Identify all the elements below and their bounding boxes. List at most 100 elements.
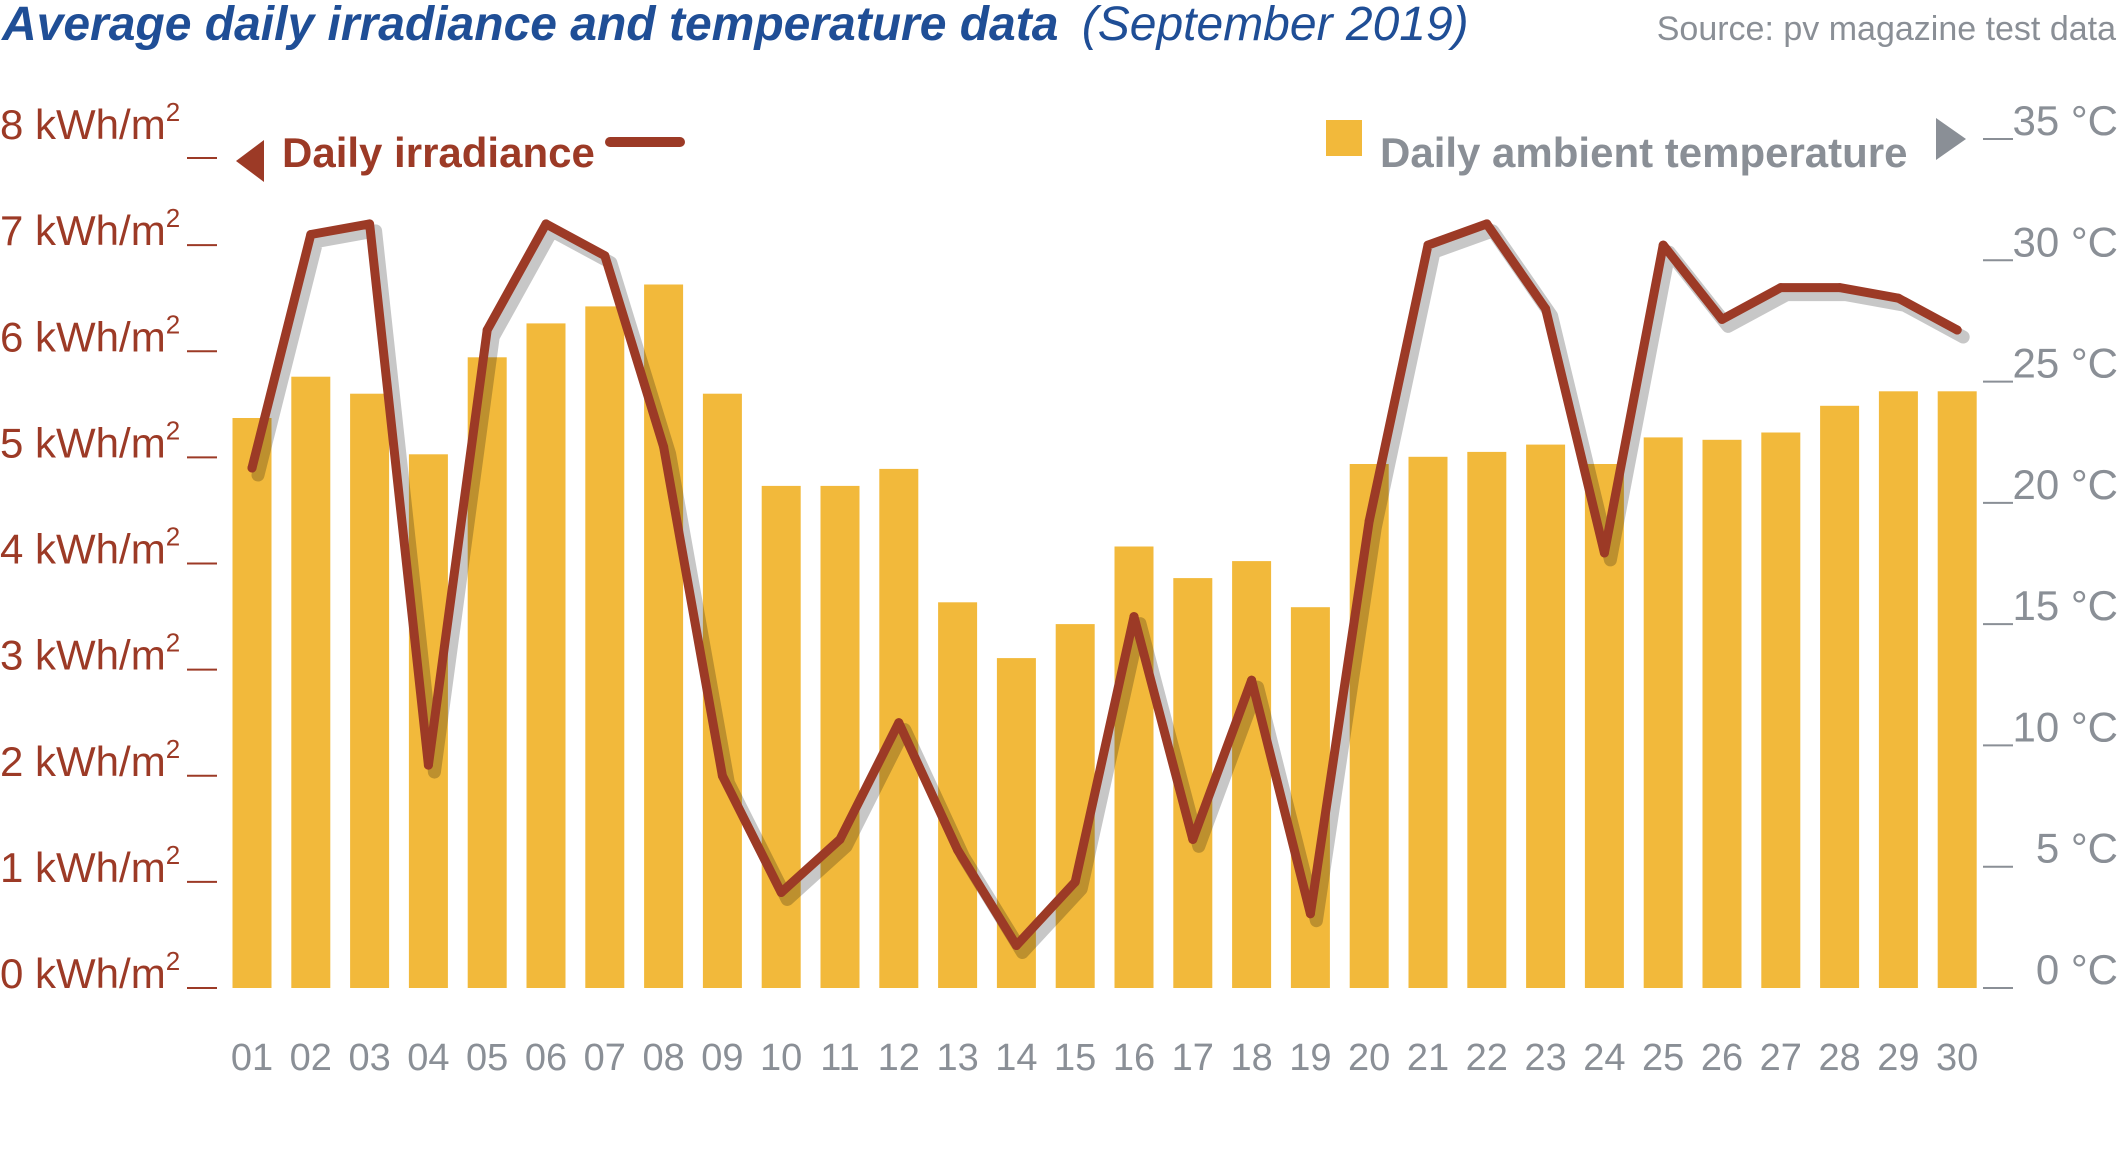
temperature-bar-13 <box>938 602 978 988</box>
temperature-bar-11 <box>820 485 860 988</box>
right-tick-label-30: 30 °C <box>2012 218 2118 265</box>
temperature-bar-02 <box>291 376 331 988</box>
x-tick-label-17: 17 <box>1172 1037 1214 1079</box>
irradiance-point-13 <box>953 845 963 855</box>
irradiance-point-02 <box>306 230 316 239</box>
temperature-bar-05 <box>467 357 507 988</box>
x-tick-label-24: 24 <box>1583 1037 1625 1079</box>
temperature-bar-23 <box>1526 444 1566 989</box>
x-tick-label-07: 07 <box>584 1037 626 1079</box>
irradiance-point-10 <box>776 888 786 897</box>
irradiance-point-17 <box>1188 834 1198 844</box>
x-tick-label-04: 04 <box>407 1037 449 1079</box>
x-tick-label-09: 09 <box>701 1037 743 1079</box>
irradiance-point-20 <box>1364 516 1374 526</box>
temperature-bar-01 <box>232 418 272 988</box>
irradiance-point-23 <box>1541 304 1551 314</box>
irradiance-point-21 <box>1423 240 1433 250</box>
x-tick-label-16: 16 <box>1113 1037 1155 1079</box>
x-tick-label-18: 18 <box>1230 1037 1272 1079</box>
right-tick-label-10: 10 °C <box>2012 703 2118 750</box>
irradiance-point-01 <box>247 463 257 473</box>
irradiance-point-14 <box>1011 941 1021 950</box>
chart-title: Average daily irradiance and temperature… <box>1 0 1469 51</box>
x-tick-label-01: 01 <box>231 1037 273 1079</box>
temperature-bars <box>232 284 1977 989</box>
irradiance-point-24 <box>1599 548 1609 558</box>
left-axis: 0 kWh/m2 1 kWh/m2 2 kWh/m2 3 kWh/m2 4 kWh/m2… <box>0 97 217 997</box>
temperature-bar-26 <box>1702 439 1742 988</box>
x-tick-label-27: 27 <box>1760 1037 1802 1079</box>
x-tick-label-14: 14 <box>995 1037 1037 1079</box>
right-tick-label-15: 15 °C <box>2012 582 2118 629</box>
x-tick-label-28: 28 <box>1818 1037 1860 1079</box>
irradiance-point-30 <box>1952 325 1962 335</box>
x-tick-label-26: 26 <box>1701 1037 1743 1079</box>
left-tick-label-3: 3 kWh/m2 <box>0 628 180 679</box>
irradiance-point-27 <box>1776 283 1786 293</box>
left-tick-label-5: 5 kWh/m2 <box>0 415 180 466</box>
irradiance-point-16 <box>1129 612 1139 622</box>
irradiance-point-11 <box>835 834 845 844</box>
irradiance-point-08 <box>659 442 669 452</box>
irradiance-point-07 <box>600 251 610 261</box>
temperature-bar-25 <box>1643 437 1683 988</box>
x-tick-label-08: 08 <box>642 1037 684 1079</box>
irradiance-point-06 <box>541 219 551 229</box>
temperature-bar-22 <box>1467 451 1507 988</box>
x-tick-label-11: 11 <box>820 1037 859 1079</box>
temperature-legend-arrow-icon <box>1936 118 1966 160</box>
left-tick-label-4: 4 kWh/m2 <box>0 522 180 573</box>
x-tick-label-25: 25 <box>1642 1037 1684 1079</box>
chart-title-main: Average daily irradiance and temperature… <box>1 0 1058 51</box>
irradiance-point-03 <box>365 219 375 229</box>
x-tick-label-13: 13 <box>936 1037 978 1079</box>
irradiance-legend-label: Daily irradiance <box>282 129 595 176</box>
irradiance-point-04 <box>423 760 433 770</box>
left-tick-label-7: 7 kWh/m2 <box>0 203 180 254</box>
irradiance-point-29 <box>1893 293 1903 303</box>
right-tick-label-20: 20 °C <box>2012 461 2118 508</box>
x-tick-label-10: 10 <box>760 1037 802 1079</box>
x-tick-label-02: 02 <box>290 1037 332 1079</box>
right-tick-label-5: 5 °C <box>2036 825 2118 872</box>
temperature-bar-07 <box>585 306 625 988</box>
irradiance-point-05 <box>482 325 492 335</box>
irradiance-point-28 <box>1835 283 1845 293</box>
x-tick-label-29: 29 <box>1877 1037 1919 1079</box>
left-tick-label-6: 6 kWh/m2 <box>0 309 180 360</box>
irradiance-legend-arrow-icon <box>236 140 264 182</box>
chart-title-period: (September 2019) <box>1082 0 1469 51</box>
source-note: Source: pv magazine test data <box>1657 10 2116 48</box>
temperature-bar-30 <box>1937 391 1977 988</box>
irradiance-point-09 <box>717 771 727 781</box>
irradiance-line <box>247 219 1962 950</box>
right-tick-label-0: 0 °C <box>2036 946 2118 993</box>
temperature-legend-label: Daily ambient temperature <box>1380 129 1908 176</box>
temperature-legend-swatch-icon <box>1326 120 1362 156</box>
irradiance-line-layer <box>247 219 1970 959</box>
irradiance-point-18 <box>1247 675 1257 685</box>
irradiance-point-19 <box>1305 909 1315 919</box>
x-tick-label-21: 21 <box>1407 1037 1449 1079</box>
x-tick-label-12: 12 <box>878 1037 920 1079</box>
x-tick-label-06: 06 <box>525 1037 567 1079</box>
x-tick-label-20: 20 <box>1348 1037 1390 1079</box>
left-tick-label-8: 8 kWh/m2 <box>0 97 180 148</box>
irradiance-point-25 <box>1658 240 1668 250</box>
x-axis: 01 02 03 04 05 06 07 08 09 10 11 12 13 14 15 16 17 18 19 20… <box>231 1037 1978 1079</box>
x-tick-label-23: 23 <box>1524 1037 1566 1079</box>
temperature-bar-18 <box>1232 561 1272 988</box>
temperature-bar-06 <box>526 323 566 988</box>
x-tick-label-05: 05 <box>466 1037 508 1079</box>
left-tick-label-2: 2 kWh/m2 <box>0 734 180 785</box>
temperature-bar-21 <box>1408 456 1448 988</box>
temperature-bar-04 <box>408 454 448 988</box>
irradiance-point-15 <box>1070 877 1080 887</box>
irradiance-point-26 <box>1717 314 1727 324</box>
temperature-bar-29 <box>1878 391 1918 988</box>
temperature-bar-03 <box>350 393 390 988</box>
temperature-bar-10 <box>761 485 801 988</box>
x-tick-label-22: 22 <box>1466 1037 1508 1079</box>
right-tick-label-25: 25 °C <box>2012 340 2118 387</box>
